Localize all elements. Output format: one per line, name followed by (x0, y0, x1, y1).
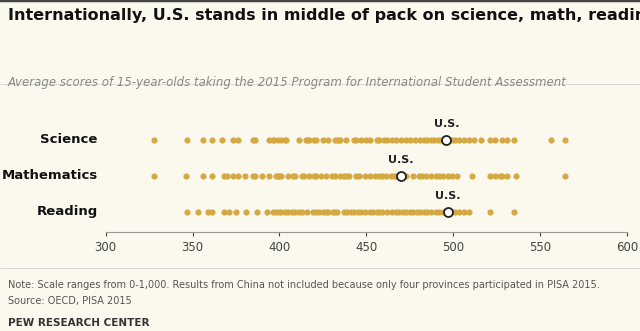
Text: Average scores of 15-year-olds taking the 2015 Program for International Student: Average scores of 15-year-olds taking th… (8, 76, 566, 89)
Text: Mathematics: Mathematics (1, 169, 98, 182)
Text: PEW RESEARCH CENTER: PEW RESEARCH CENTER (8, 318, 149, 328)
Text: U.S.: U.S. (435, 191, 461, 201)
Text: U.S.: U.S. (388, 155, 414, 165)
Text: Source: OECD, PISA 2015: Source: OECD, PISA 2015 (8, 296, 131, 306)
Text: Science: Science (40, 133, 98, 146)
Text: Internationally, U.S. stands in middle of pack on science, math, reading scores: Internationally, U.S. stands in middle o… (8, 8, 640, 23)
Text: U.S.: U.S. (434, 119, 459, 129)
Text: Note: Scale ranges from 0-1,000. Results from China not included because only fo: Note: Scale ranges from 0-1,000. Results… (8, 280, 600, 290)
Text: Reading: Reading (36, 205, 98, 218)
